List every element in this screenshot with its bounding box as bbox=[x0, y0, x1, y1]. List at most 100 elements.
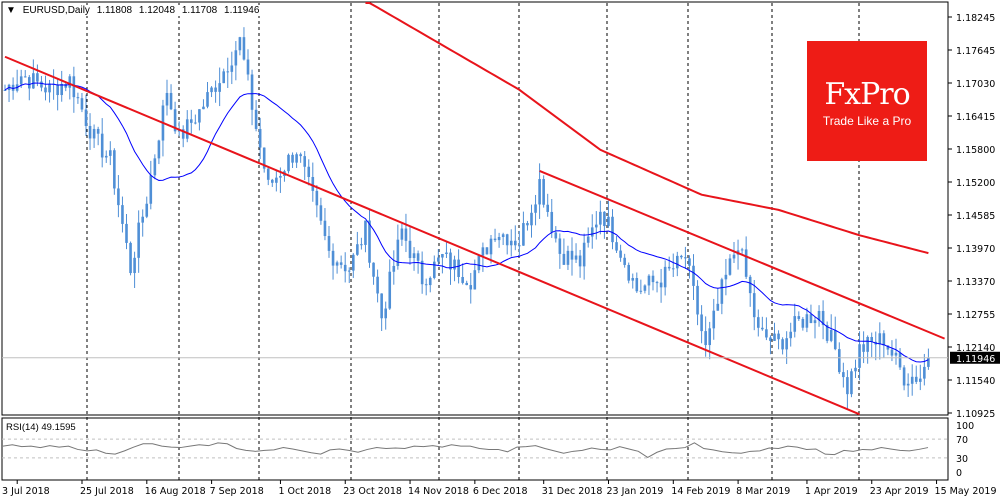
candle bbox=[623, 257, 626, 265]
candle bbox=[275, 177, 278, 183]
candle bbox=[825, 325, 829, 341]
candle bbox=[68, 76, 72, 88]
candle bbox=[680, 255, 683, 258]
candle bbox=[489, 238, 493, 255]
open-price: 1.11808 bbox=[96, 5, 133, 16]
candle bbox=[570, 250, 574, 260]
candle bbox=[295, 154, 298, 163]
candle bbox=[862, 344, 865, 352]
current-price-box bbox=[950, 351, 1000, 364]
candle bbox=[40, 81, 43, 88]
candle bbox=[546, 204, 549, 212]
candle bbox=[485, 247, 489, 255]
candle bbox=[619, 250, 622, 258]
candle bbox=[566, 250, 570, 265]
candle bbox=[392, 265, 396, 272]
candle bbox=[919, 378, 922, 382]
candle bbox=[420, 260, 424, 285]
candle bbox=[854, 367, 857, 372]
candle bbox=[688, 258, 691, 266]
candle bbox=[457, 259, 460, 278]
candle bbox=[789, 331, 792, 339]
candle bbox=[242, 37, 246, 60]
candle bbox=[202, 106, 205, 110]
candle bbox=[129, 242, 132, 274]
candle bbox=[465, 282, 468, 286]
candle bbox=[376, 276, 379, 294]
candle bbox=[433, 261, 436, 278]
candle bbox=[882, 333, 886, 346]
candle bbox=[562, 253, 566, 265]
candle bbox=[829, 330, 833, 341]
candle bbox=[469, 285, 473, 290]
x-tick-label: 15 May 2019 bbox=[935, 486, 997, 497]
x-tick-label: 14 Nov 2018 bbox=[408, 486, 469, 497]
candle bbox=[813, 320, 817, 324]
x-tick-label: 16 Aug 2018 bbox=[145, 486, 206, 497]
rsi-label: RSI(14) 49.1595 bbox=[6, 422, 76, 433]
rsi-line bbox=[2, 442, 929, 459]
ma-slow-line bbox=[365, 2, 929, 255]
candle bbox=[910, 376, 914, 384]
candle bbox=[765, 329, 768, 338]
candle bbox=[514, 240, 517, 246]
candle bbox=[185, 119, 189, 139]
candle bbox=[663, 266, 667, 288]
candle bbox=[206, 92, 209, 107]
current-price-label: 1.11946 bbox=[956, 354, 995, 365]
candle bbox=[84, 109, 88, 126]
candle bbox=[404, 228, 408, 241]
candle bbox=[3, 89, 7, 91]
candle bbox=[104, 155, 108, 158]
candle bbox=[757, 317, 760, 328]
candle bbox=[72, 76, 76, 98]
candle bbox=[914, 376, 918, 382]
candle bbox=[323, 220, 327, 237]
candle bbox=[599, 211, 602, 225]
candle bbox=[441, 253, 444, 258]
candle bbox=[335, 262, 339, 266]
candle bbox=[777, 333, 780, 340]
candle bbox=[740, 249, 744, 251]
channel-line bbox=[539, 169, 945, 340]
candle bbox=[635, 278, 639, 292]
candle bbox=[797, 316, 801, 319]
x-tick-label: 23 Oct 2018 bbox=[343, 486, 402, 497]
candle bbox=[603, 211, 606, 227]
x-tick-label: 31 Dec 2018 bbox=[542, 486, 603, 497]
candle bbox=[724, 274, 728, 280]
candle bbox=[445, 252, 448, 254]
candle bbox=[805, 314, 809, 328]
rsi-tick-label: 0 bbox=[956, 468, 962, 479]
candle bbox=[752, 293, 756, 318]
candle bbox=[145, 203, 149, 217]
candle bbox=[595, 224, 598, 228]
candle bbox=[449, 252, 452, 270]
dropdown-triangle-icon[interactable]: ▼ bbox=[6, 5, 16, 16]
candle bbox=[287, 154, 290, 172]
y-tick-label: 1.10925 bbox=[956, 409, 995, 420]
candle bbox=[157, 140, 161, 159]
candle bbox=[611, 216, 614, 243]
candle bbox=[92, 128, 96, 139]
x-tick-label: 6 Dec 2018 bbox=[473, 486, 528, 497]
logo-brand: FxPro bbox=[824, 77, 910, 112]
candle bbox=[522, 223, 525, 246]
candle bbox=[732, 254, 736, 259]
y-tick-label: 1.14585 bbox=[956, 211, 995, 222]
candle bbox=[380, 293, 383, 319]
candle bbox=[327, 236, 331, 251]
candle bbox=[748, 276, 752, 294]
candle bbox=[96, 128, 100, 134]
candle bbox=[744, 249, 748, 277]
candle bbox=[773, 333, 776, 341]
candle bbox=[347, 270, 351, 272]
candle bbox=[477, 255, 481, 271]
candle bbox=[214, 87, 217, 92]
candle bbox=[100, 133, 104, 158]
channel-line bbox=[4, 55, 860, 416]
candle bbox=[769, 337, 772, 341]
candle bbox=[254, 109, 258, 129]
high-price: 1.12048 bbox=[138, 5, 176, 16]
candle bbox=[534, 204, 537, 213]
